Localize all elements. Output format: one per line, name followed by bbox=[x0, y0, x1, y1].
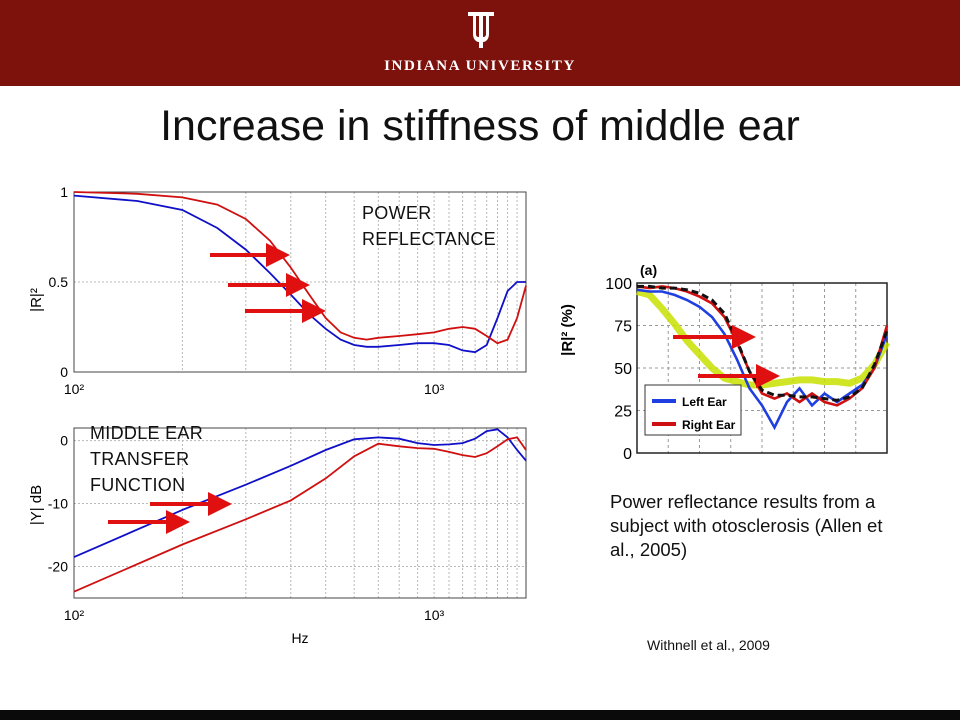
y-tick-label: 75 bbox=[614, 319, 632, 336]
y-axis-label: |R|² (%) bbox=[559, 304, 576, 356]
x-tick-label: 10² bbox=[64, 381, 85, 397]
y-tick-label: 1 bbox=[60, 184, 68, 200]
series-line-1 bbox=[636, 285, 889, 407]
plot-frame bbox=[636, 282, 888, 454]
y-tick-label: 50 bbox=[614, 361, 632, 378]
series-line-0 bbox=[636, 288, 889, 431]
series-line-0 bbox=[73, 428, 527, 558]
y-tick-label: 25 bbox=[614, 404, 632, 421]
y-tick-label: 0.5 bbox=[49, 274, 69, 290]
plot-frame bbox=[73, 427, 527, 599]
x-axis-label: Hz bbox=[291, 630, 308, 646]
y-axis-label: |Y| dB bbox=[28, 485, 45, 525]
y-tick-label: 0 bbox=[60, 364, 68, 380]
y-tick-label: 0 bbox=[623, 446, 632, 463]
chart-title: (a) bbox=[640, 262, 657, 278]
legend: Left Ear Right Ear bbox=[644, 384, 742, 436]
figure-caption: Power reflectance results from a subject… bbox=[610, 491, 883, 560]
transfer-function-label: MIDDLE EAR TRANSFER FUNCTION bbox=[90, 423, 204, 495]
y-tick-label: -10 bbox=[48, 496, 68, 512]
y-tick-label: 100 bbox=[605, 276, 632, 293]
iu-trident-icon bbox=[468, 12, 494, 48]
series-line-3 bbox=[637, 284, 889, 402]
university-name: INDIANA UNIVERSITY bbox=[384, 58, 576, 74]
y-tick-label: -20 bbox=[48, 559, 68, 575]
series-line-1 bbox=[73, 436, 527, 593]
series-line-0 bbox=[73, 194, 526, 354]
legend-label: Right Ear bbox=[682, 418, 736, 432]
power-reflectance-label: POWER REFLECTANCE bbox=[362, 203, 496, 249]
footer-bar bbox=[0, 710, 960, 720]
legend-box bbox=[644, 384, 742, 436]
header-banner: INDIANA UNIVERSITY bbox=[0, 0, 960, 86]
x-tick-label: 10² bbox=[64, 607, 85, 623]
x-tick-label: 10³ bbox=[424, 607, 445, 623]
y-axis-label: |R|² bbox=[28, 288, 45, 312]
citation: Withnell et al., 2009 bbox=[647, 637, 770, 653]
series-line-1 bbox=[73, 191, 527, 345]
legend-label: Left Ear bbox=[682, 395, 727, 409]
x-tick-label: 10³ bbox=[424, 381, 445, 397]
y-tick-label: 0 bbox=[60, 433, 68, 449]
slide-title: Increase in stiffness of middle ear bbox=[160, 102, 800, 150]
